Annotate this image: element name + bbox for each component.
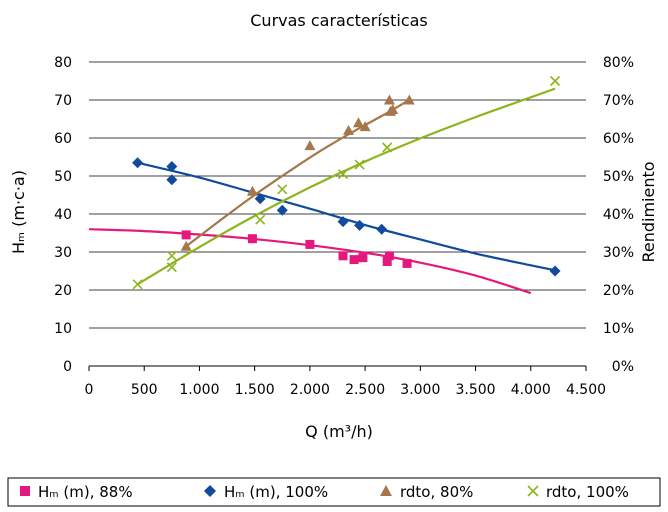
trend-lines (88, 87, 556, 295)
data-point-diamond (166, 161, 178, 172)
data-point-triangle (352, 117, 364, 128)
data-point-triangle (383, 94, 395, 105)
legend-marker-x (527, 485, 539, 497)
data-point-square (382, 257, 392, 266)
data-point-square (181, 230, 191, 240)
y-axis-title: Hₘ (m·c·a) (9, 170, 28, 254)
data-point-triangle (387, 104, 399, 114)
y-tick-label: 10 (54, 321, 72, 337)
legend-label: Hₘ (m), 88% (38, 483, 133, 501)
data-point-diamond (337, 216, 349, 228)
data-point-x (132, 279, 143, 290)
trend-line (137, 161, 556, 272)
data-point-square (305, 239, 315, 249)
legend-item-hm-88: Hₘ (m), 88% (20, 483, 133, 501)
data-point-square (338, 251, 348, 261)
data-point-diamond (166, 174, 178, 186)
y2-tick-label: 50% (603, 169, 634, 185)
legend-label: rdto, 100% (546, 483, 629, 501)
data-point-diamond (354, 219, 366, 231)
data-point-triangle (304, 140, 316, 151)
y2-tick-label: 80% (603, 55, 634, 71)
y2-tick-label: 0% (612, 359, 634, 375)
legend-item-rdto-80: rdto, 80% (380, 483, 473, 501)
legend-marker-diamond (204, 485, 216, 497)
data-point-diamond (132, 157, 144, 169)
data-point-x (382, 142, 393, 153)
x-tick-label: 1.000 (179, 382, 219, 398)
data-point-x (550, 75, 561, 87)
x-tick-label: 500 (131, 382, 158, 398)
y2-tick-label: 40% (603, 207, 634, 223)
y2-axis-title: Rendimiento (639, 161, 658, 262)
data-point-square (247, 234, 257, 244)
x-tick-label: 1.500 (235, 382, 275, 398)
x-ticks: 0 500 1.000 1.500 2.000 2.500 3.000 3.500 4.000 4… (85, 366, 606, 398)
trend-line (137, 87, 556, 286)
x-tick-label: 0 (85, 382, 94, 398)
y-tick-label: 60 (54, 131, 72, 147)
x-tick-label: 4.000 (511, 382, 551, 398)
y-tick-label: 70 (54, 93, 72, 109)
grid-lines (89, 61, 586, 329)
x-tick-label: 3.500 (456, 382, 496, 398)
data-point-square (349, 255, 359, 265)
y2-tick-label: 30% (603, 245, 634, 261)
y-tick-label: 30 (54, 245, 72, 261)
y-tick-label: 50 (54, 169, 72, 185)
y-tick-label: 0 (63, 359, 72, 375)
data-point-x (277, 184, 288, 195)
legend: Hₘ (m), 88% Hₘ (m), 100% rdto, 80% rdto,… (7, 477, 661, 507)
x-tick-label: 4.500 (566, 382, 606, 398)
x-tick-label: 3.000 (400, 382, 440, 398)
y2-ticks: 0% 10% 20% 30% 40% 50% 60% 70% 80% (603, 55, 634, 375)
legend-label: Hₘ (m), 100% (224, 483, 328, 501)
data-point-diamond (376, 223, 388, 235)
y2-tick-label: 20% (603, 283, 634, 299)
data-point-triangle (180, 240, 192, 251)
legend-item-rdto-100: rdto, 100% (527, 483, 629, 501)
y-ticks: 0 10 20 30 40 50 60 70 80 (54, 55, 72, 375)
legend-box (7, 477, 661, 507)
legend-marker-square (20, 486, 30, 496)
y2-tick-label: 60% (603, 131, 634, 147)
y-tick-label: 40 (54, 207, 72, 223)
y-tick-label: 20 (54, 283, 72, 299)
data-point-x (255, 214, 266, 225)
y-tick-label: 80 (54, 55, 72, 71)
data-point-diamond (276, 204, 288, 216)
x-axis-title: Q (m³/h) (305, 422, 373, 441)
data-point-square (358, 253, 368, 263)
data-point-triangle (403, 94, 415, 105)
data-point-triangle (359, 121, 371, 132)
legend-label: rdto, 80% (400, 483, 473, 501)
data-point-x (354, 159, 365, 170)
trend-line (88, 228, 532, 295)
data-point-diamond (549, 265, 561, 277)
x-tick-label: 2.500 (345, 382, 385, 398)
data-point-square (384, 251, 394, 261)
legend-marker-triangle (380, 485, 392, 496)
y2-tick-label: 70% (603, 93, 634, 109)
data-point-x (337, 169, 349, 180)
data-point-triangle (343, 124, 355, 135)
y2-tick-label: 10% (603, 321, 634, 337)
data-point-x (166, 262, 177, 273)
data-point-x (166, 250, 177, 261)
data-point-square (402, 258, 412, 268)
data-points (132, 75, 561, 290)
data-point-triangle (246, 185, 258, 196)
chart-title: Curvas características (250, 11, 428, 30)
trend-line (185, 99, 410, 248)
x-tick-label: 2.000 (290, 382, 330, 398)
legend-item-hm-100: Hₘ (m), 100% (204, 483, 328, 501)
data-point-diamond (254, 193, 266, 205)
